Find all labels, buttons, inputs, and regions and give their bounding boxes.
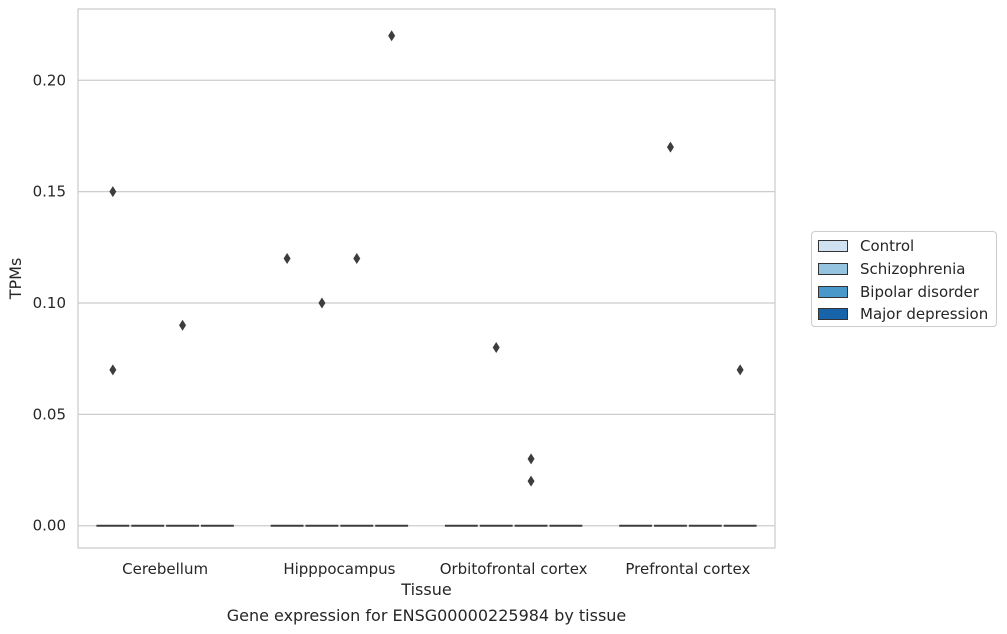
outlier-points <box>109 30 744 487</box>
legend-swatch <box>818 308 848 320</box>
y-axis-label: TPMs <box>6 258 25 301</box>
outlier-point <box>492 342 500 354</box>
y-tick-labels: 0.00 0.05 0.10 0.15 0.20 <box>33 71 66 534</box>
outlier-point <box>353 252 361 264</box>
legend-item-major-depression: Major depression <box>818 304 988 324</box>
y-tick-label: 0.05 <box>33 405 66 423</box>
legend-label: Control <box>860 237 915 255</box>
legend-label: Bipolar disorder <box>860 283 979 301</box>
legend-item-schizophrenia: Schizophrenia <box>818 259 965 279</box>
y-tick-label: 0.15 <box>33 183 66 201</box>
plot-frame <box>77 8 776 549</box>
y-tick-label: 0.00 <box>33 517 66 535</box>
outlier-point <box>527 475 535 487</box>
outlier-point <box>179 319 187 331</box>
legend-label: Schizophrenia <box>860 260 966 278</box>
outlier-point <box>283 252 291 264</box>
outlier-point <box>736 364 744 376</box>
y-tick-label: 0.10 <box>33 294 66 312</box>
outlier-point <box>109 186 117 198</box>
x-tick-label: Orbitofrontal cortex <box>440 560 588 578</box>
legend-swatch <box>818 240 848 252</box>
legend-item-control: Control <box>818 236 914 256</box>
legend-swatch <box>818 286 848 298</box>
x-tick-labels: Cerebellum Hipppocampus Orbitofrontal cort… <box>122 560 750 578</box>
legend-label: Major depression <box>860 305 989 323</box>
outlier-point <box>388 30 396 42</box>
x-tick-label: Hipppocampus <box>283 560 395 578</box>
outlier-point <box>109 364 117 376</box>
outlier-point <box>666 141 674 153</box>
y-tick-label: 0.20 <box>33 71 66 89</box>
chart-title: Gene expression for ENSG00000225984 by t… <box>227 606 627 625</box>
legend-swatch <box>818 263 848 275</box>
x-axis-label: Tissue <box>400 580 451 599</box>
x-tick-label: Prefrontal cortex <box>625 560 750 578</box>
outlier-point <box>318 297 326 309</box>
legend: Control Schizophrenia Bipolar disorder M… <box>811 231 997 327</box>
x-tick-label: Cerebellum <box>122 560 208 578</box>
outlier-point <box>527 453 535 465</box>
legend-item-bipolar-disorder: Bipolar disorder <box>818 282 979 302</box>
